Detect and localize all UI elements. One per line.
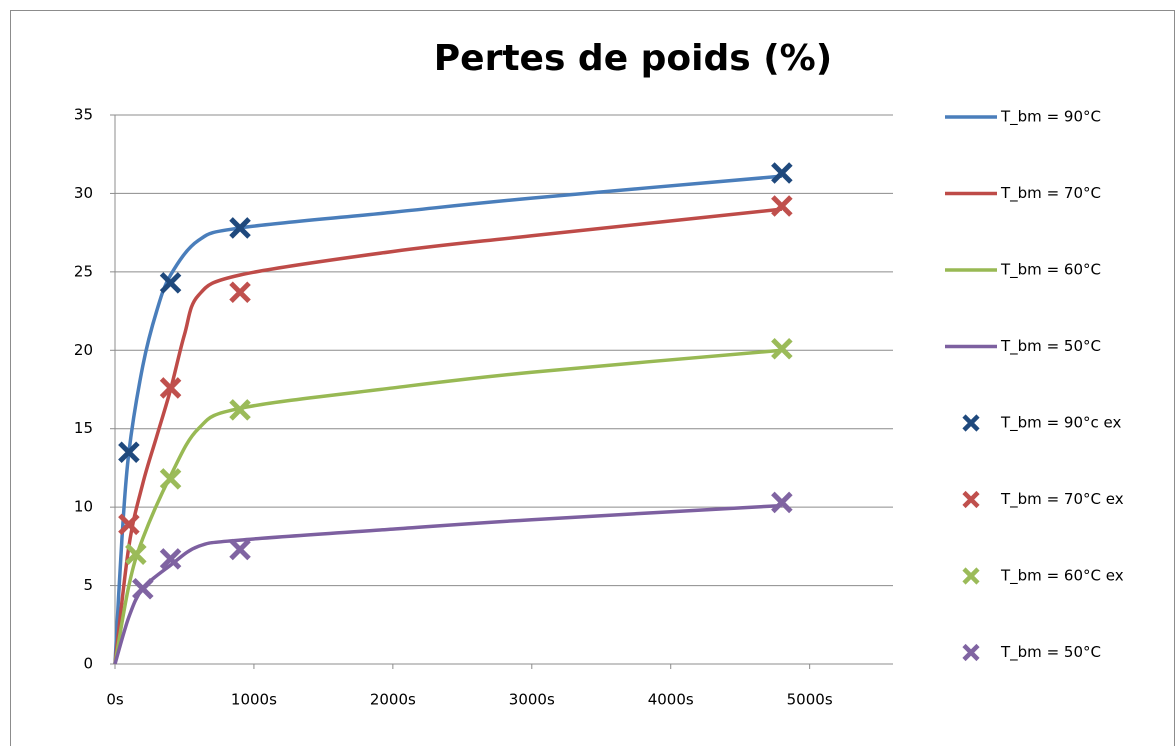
x-tick-label: 0s (106, 691, 124, 709)
y-tick-label: 35 (74, 106, 93, 124)
legend-label: T_bm = 50°C (1000, 643, 1101, 662)
legend-label: T_bm = 90°c ex (1000, 414, 1121, 433)
marker (229, 217, 251, 239)
y-tick-label: 30 (74, 184, 93, 202)
x-tick-label: 4000s (648, 691, 694, 709)
marker (771, 491, 793, 514)
x-tick-label: 2000s (370, 691, 416, 709)
chart-title: Pertes de poids (%) (434, 38, 832, 79)
y-tick-label: 10 (74, 498, 93, 516)
marker (229, 399, 251, 421)
x-tick-label: 3000s (509, 691, 555, 709)
legend-swatch (962, 567, 980, 585)
legend-label: T_bm = 60°C (1000, 261, 1101, 280)
marker (229, 281, 251, 304)
y-tick-label: 25 (74, 262, 93, 280)
y-tick-label: 20 (74, 341, 93, 359)
marker (118, 513, 140, 536)
series-line (113, 174, 783, 665)
marker (771, 337, 793, 360)
y-tick-label: 5 (83, 576, 93, 594)
legend-swatch (962, 414, 980, 432)
legend-swatch (962, 643, 980, 662)
marker (159, 548, 182, 570)
marker (118, 441, 140, 464)
marker (771, 195, 793, 217)
legend-label: T_bm = 90°C (1000, 108, 1101, 127)
marker (159, 377, 182, 399)
legend-swatch (962, 490, 980, 509)
legend-label: T_bm = 70°C ex (1000, 490, 1124, 509)
legend-label: T_bm = 70°C (1000, 184, 1101, 203)
y-tick-label: 15 (74, 419, 93, 437)
x-tick-label: 5000s (787, 691, 833, 709)
legend-label: T_bm = 60°C ex (1000, 567, 1124, 586)
series-line (113, 207, 783, 665)
marker (159, 272, 182, 294)
legend-label: T_bm = 50°C (1000, 337, 1101, 356)
marker (159, 468, 182, 490)
marker (229, 538, 251, 561)
marker (771, 162, 793, 184)
x-tick-label: 1000s (231, 691, 277, 709)
chart-border (10, 10, 1175, 750)
marker (125, 543, 147, 565)
series-line (113, 348, 783, 665)
y-tick-label: 0 (83, 655, 93, 673)
marker (132, 577, 154, 600)
